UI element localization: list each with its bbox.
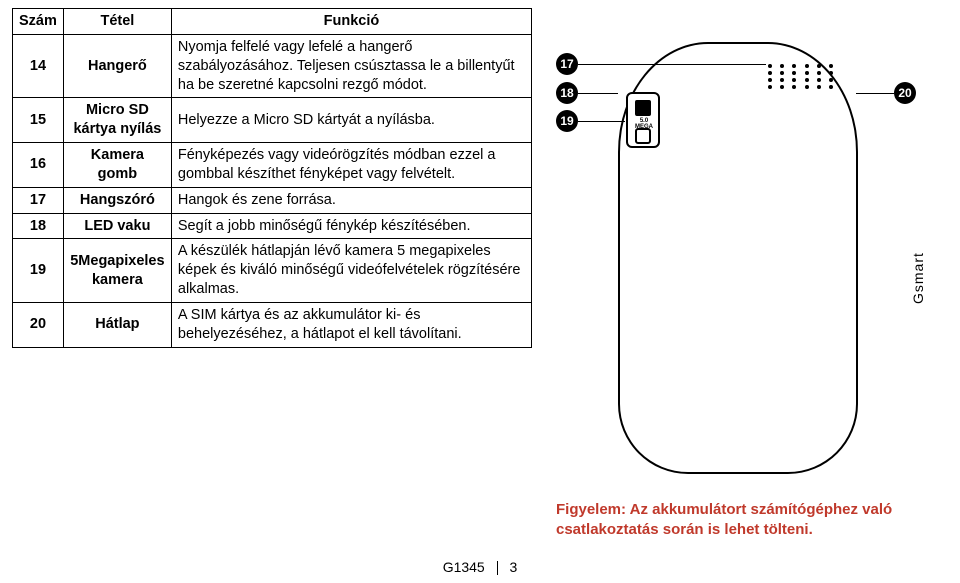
callout-line [578, 121, 625, 122]
brand-label: Gsmart [910, 252, 926, 304]
callout-18: 18 [556, 82, 618, 104]
footer-separator [497, 561, 498, 575]
cell-num: 16 [13, 143, 64, 188]
table-row: 14 Hangerő Nyomja felfelé vagy lefelé a … [13, 34, 532, 98]
table-row: 16 Kamera gomb Fényképezés vagy videórög… [13, 143, 532, 188]
cell-item: Micro SD kártya nyílás [63, 98, 171, 143]
led-flash-icon [635, 100, 651, 116]
cell-item: Hangszóró [63, 187, 171, 213]
callout-line [578, 64, 766, 65]
table-row: 19 5Megapixeles kamera A készülék hátlap… [13, 239, 532, 303]
header-item: Tétel [63, 9, 171, 35]
cell-num: 18 [13, 213, 64, 239]
callout-20: 20 [856, 82, 916, 104]
cell-func: Hangok és zene forrása. [171, 187, 531, 213]
footer-page-number: 3 [510, 559, 518, 575]
cell-item: Hangerő [63, 34, 171, 98]
cell-num: 15 [13, 98, 64, 143]
cell-func: Helyezze a Micro SD kártyát a nyílásba. [171, 98, 531, 143]
cell-func: A készülék hátlapján lévő kamera 5 megap… [171, 239, 531, 303]
phone-back-outline: 5.0MEGA Gsmart [618, 42, 858, 474]
phone-diagram: 5.0MEGA Gsmart 17 18 19 20 [556, 28, 916, 488]
callout-19: 19 [556, 110, 625, 132]
cell-func: A SIM kártya és az akkumulátor ki- és be… [171, 302, 531, 347]
diagram-column: 5.0MEGA Gsmart 17 18 19 20 [556, 8, 948, 541]
cell-num: 19 [13, 239, 64, 303]
camera-module-icon: 5.0MEGA [626, 92, 660, 148]
specs-table: Szám Tétel Funkció 14 Hangerő Nyomja fel… [12, 8, 532, 348]
cell-func: Nyomja felfelé vagy lefelé a hangerő sza… [171, 34, 531, 98]
table-row: 20 Hátlap A SIM kártya és az akkumulátor… [13, 302, 532, 347]
cell-func: Segít a jobb minőségű fénykép készítéséb… [171, 213, 531, 239]
speaker-icon [768, 64, 838, 89]
table-row: 18 LED vaku Segít a jobb minőségű fényké… [13, 213, 532, 239]
cell-item: 5Megapixeles kamera [63, 239, 171, 303]
camera-lens-icon [635, 128, 651, 144]
cell-item: Hátlap [63, 302, 171, 347]
cell-func: Fényképezés vagy videórögzítés módban ez… [171, 143, 531, 188]
callout-dot: 19 [556, 110, 578, 132]
header-num: Szám [13, 9, 64, 35]
header-func: Funkció [171, 9, 531, 35]
callout-dot: 18 [556, 82, 578, 104]
callout-dot: 20 [894, 82, 916, 104]
specs-table-container: Szám Tétel Funkció 14 Hangerő Nyomja fel… [12, 8, 532, 541]
footer-model: G1345 [443, 559, 485, 575]
cell-num: 20 [13, 302, 64, 347]
callout-line [578, 93, 618, 94]
cell-num: 14 [13, 34, 64, 98]
cell-num: 17 [13, 187, 64, 213]
callout-17: 17 [556, 53, 766, 75]
cell-item: LED vaku [63, 213, 171, 239]
cell-item: Kamera gomb [63, 143, 171, 188]
page-footer: G1345 3 [0, 559, 960, 575]
callout-dot: 17 [556, 53, 578, 75]
warning-notice: Figyelem: Az akkumulátort számítógéphez … [556, 500, 948, 541]
callout-line [856, 93, 894, 94]
table-row: 17 Hangszóró Hangok és zene forrása. [13, 187, 532, 213]
table-row: 15 Micro SD kártya nyílás Helyezze a Mic… [13, 98, 532, 143]
